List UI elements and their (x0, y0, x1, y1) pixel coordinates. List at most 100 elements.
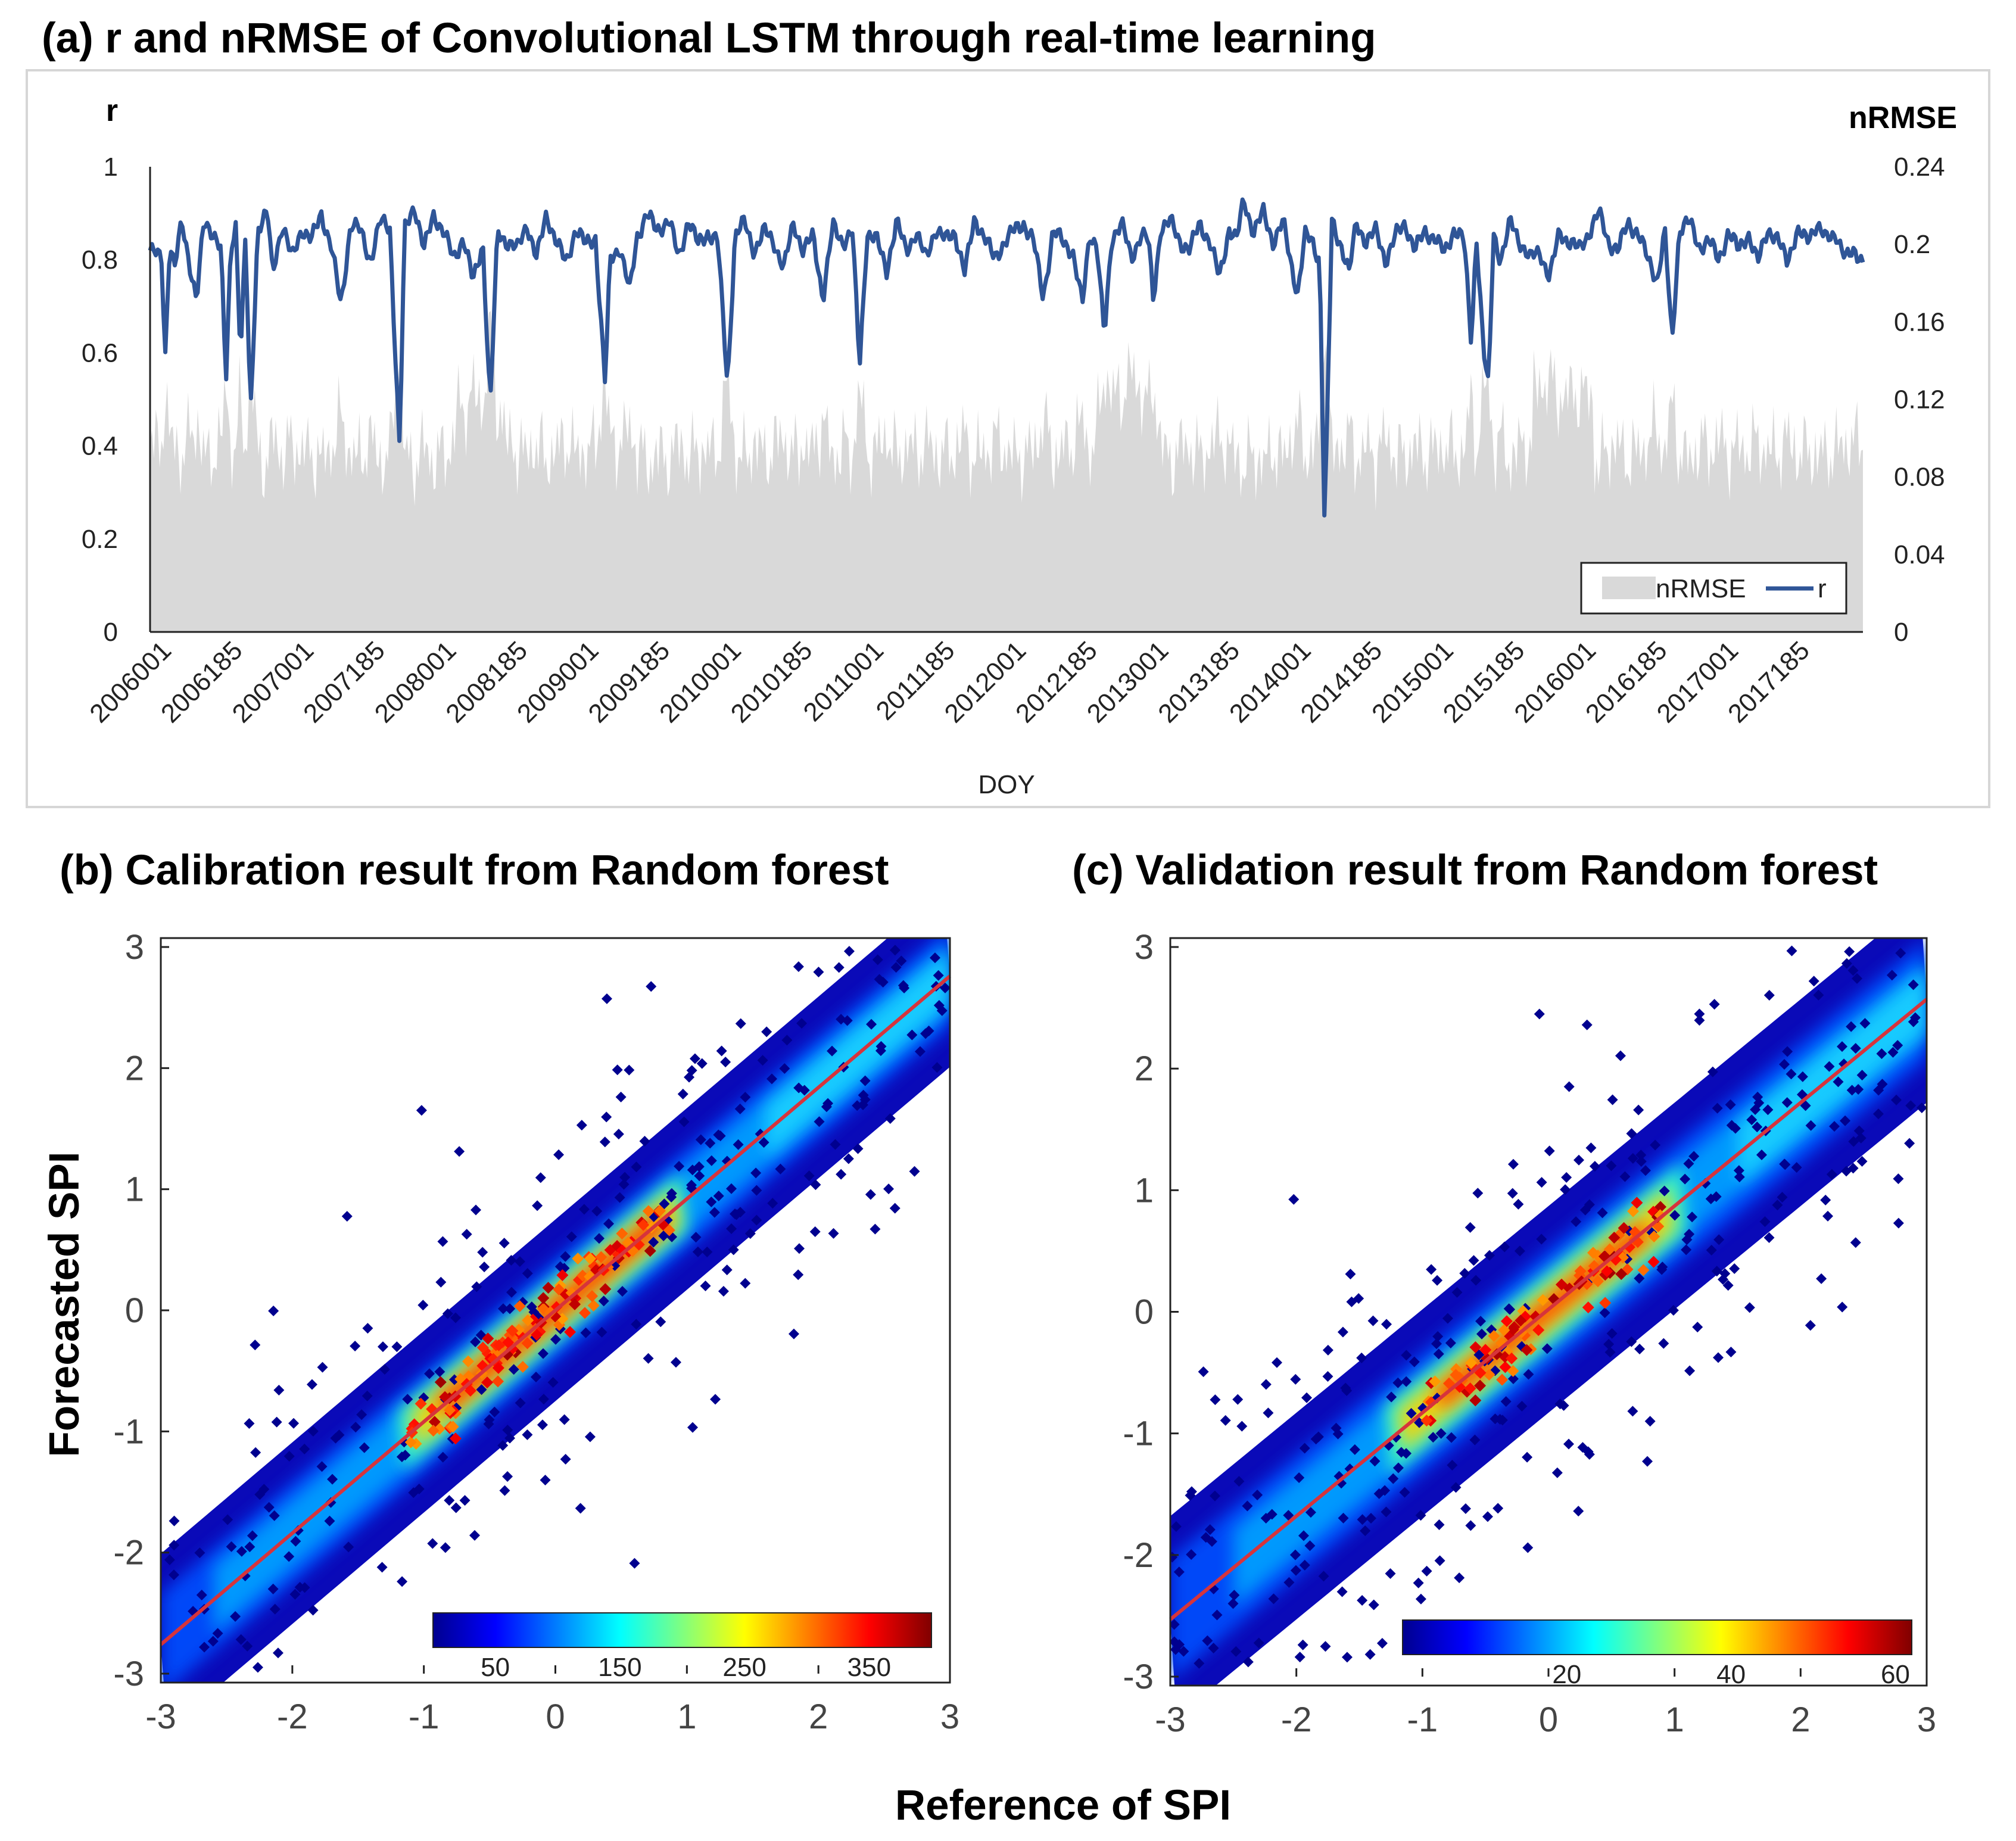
scatter-point (1360, 1525, 1371, 1537)
scatter-point (836, 1014, 847, 1025)
scatter-point (1289, 1549, 1301, 1560)
scatter-point (852, 1100, 863, 1111)
scatter-point (442, 1308, 453, 1319)
scatter-point (814, 1116, 825, 1127)
scatter-point (890, 962, 902, 973)
scatter-point (1434, 1555, 1445, 1566)
panel-a-title: (a) r and nRMSE of Convolutional LSTM th… (42, 15, 1376, 62)
scatter-point (1392, 1377, 1404, 1388)
scatter-point (1791, 1162, 1802, 1173)
scatter-point (498, 1238, 510, 1249)
scatter-point (595, 1251, 607, 1263)
scatter-point (1876, 1048, 1887, 1060)
scatter-point (1409, 1356, 1420, 1367)
scatter-point (341, 1211, 353, 1222)
y-tick-label: 1 (1135, 1171, 1154, 1210)
scatter-point (1318, 1571, 1329, 1582)
x-tick-label: 0 (1539, 1700, 1558, 1739)
colorbar-tick-label: 250 (722, 1653, 766, 1682)
scatter-point (1260, 1379, 1272, 1390)
scatter-point (476, 1384, 487, 1395)
scatter-point (427, 1538, 438, 1549)
y-tick-label: -2 (1123, 1536, 1154, 1575)
scatter-point (1209, 1490, 1220, 1502)
scatter-point (1763, 1232, 1775, 1243)
scatter-point (1252, 1489, 1263, 1500)
scatter-point (858, 1089, 869, 1101)
scatter-point (767, 1198, 778, 1209)
scatter-point (706, 1155, 717, 1166)
scatter-point (629, 1557, 640, 1569)
left-y-tick-label: 0.6 (82, 338, 118, 367)
scatter-point (1242, 1656, 1254, 1668)
scatter-point (596, 1326, 607, 1338)
scatter-point (584, 1431, 596, 1443)
scatter-point (1856, 1155, 1868, 1167)
scatter-point (578, 1204, 590, 1215)
scatter-point (1336, 1586, 1348, 1597)
colorbar-tick-label: 50 (481, 1653, 510, 1682)
scatter-point (751, 1214, 762, 1226)
scatter-point (1786, 945, 1797, 957)
scatter-point (1826, 1169, 1837, 1180)
scatter-point (252, 1662, 263, 1673)
scatter-point (1170, 1636, 1180, 1647)
axis-ticks-b: -3 -2 -1 0 1 2 3 -3 -2 -1 0 1 2 3 (113, 928, 959, 1736)
scatter-point (1515, 1314, 1527, 1327)
scatter-point (1341, 1385, 1353, 1396)
scatter-point (1469, 1434, 1481, 1446)
scatter-point (316, 1461, 328, 1472)
scatter-point (617, 1286, 628, 1297)
scatter-point (1841, 1166, 1852, 1177)
scatter-point (710, 1394, 721, 1405)
scatter-point (1450, 1482, 1462, 1493)
scatter-point (1337, 1326, 1348, 1338)
scatter-point (1415, 1510, 1426, 1521)
scatter-point (1908, 979, 1919, 990)
scatter-point (843, 1153, 854, 1164)
scatter-point (788, 1328, 799, 1340)
scatter-point (709, 1207, 720, 1218)
scatter-point (469, 1530, 480, 1541)
scatter-point (481, 1376, 494, 1389)
scatter-point (700, 1281, 711, 1292)
scatter-point (1506, 1352, 1518, 1365)
scatter-point (663, 1224, 675, 1236)
scatter-point (513, 1300, 526, 1313)
scatter-point (1916, 1102, 1927, 1114)
scatter-point (933, 970, 944, 981)
scatter-point (1373, 1488, 1385, 1499)
scatter-point (207, 1636, 219, 1647)
scatter-point (827, 1045, 838, 1057)
scatter-point (1173, 1566, 1185, 1578)
scatter-point (1668, 1305, 1679, 1316)
scatter-point (504, 1303, 516, 1314)
scatter-point (1229, 1590, 1240, 1601)
x-tick-label: -3 (1155, 1700, 1186, 1739)
scatter-point (1712, 1102, 1723, 1114)
scatter-point (1297, 1639, 1308, 1650)
scatter-point (1534, 1008, 1545, 1020)
scatter-point (1615, 1050, 1626, 1061)
left-y-ticks: 0 0.2 0.4 0.6 0.8 1 (82, 152, 118, 647)
scatter-point (356, 1409, 367, 1421)
scatter-point (1474, 1379, 1487, 1392)
scatter-point (538, 1394, 549, 1405)
colorbar-b-gradient (432, 1612, 932, 1648)
scatter-point (424, 1368, 435, 1379)
scatter-point (566, 1231, 577, 1242)
scatter-point (1777, 1192, 1788, 1203)
scatter-point (1782, 1046, 1793, 1057)
scatter-point (1305, 1507, 1316, 1518)
scatter-point (836, 1169, 847, 1180)
scatter-point (1637, 1264, 1650, 1276)
scatter-point (779, 1063, 790, 1074)
scatter-point (1522, 1542, 1534, 1553)
scatter-point (766, 1073, 777, 1085)
scatter-point (744, 1228, 756, 1239)
scatter-point (521, 1337, 534, 1350)
scatter-point (169, 1515, 180, 1527)
scatter-point (437, 1451, 448, 1463)
scatter-point (514, 1256, 525, 1267)
scatter-point (396, 1451, 407, 1462)
